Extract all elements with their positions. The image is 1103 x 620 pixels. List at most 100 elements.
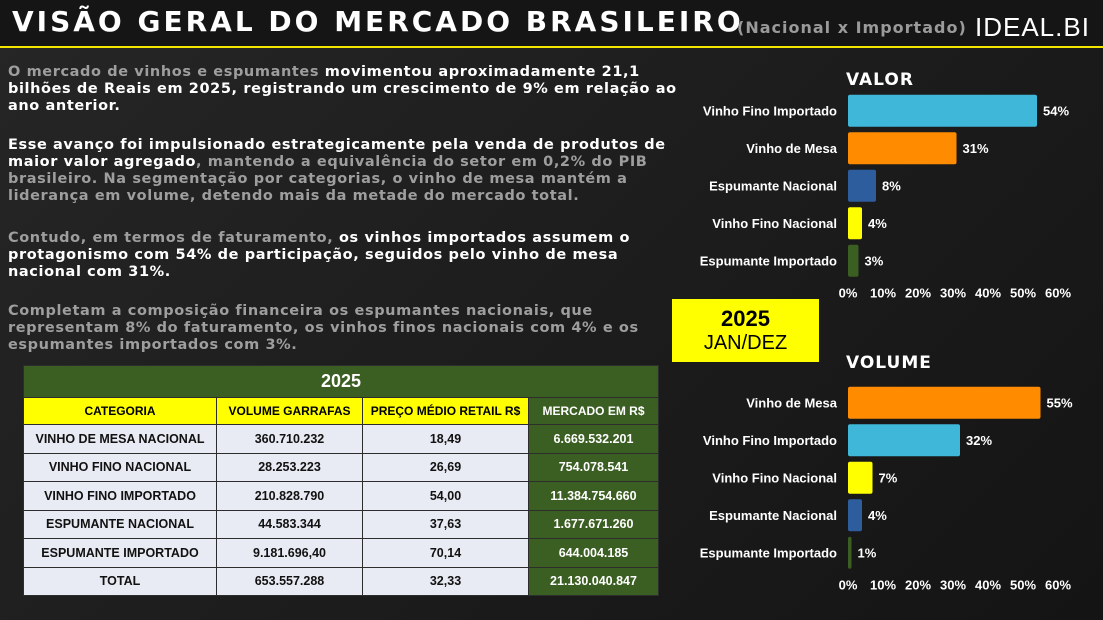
bar [848,499,862,532]
paragraph-4-text: Completam a composição financeira os esp… [8,303,639,353]
x-tick-label: 60% [1045,286,1071,301]
bar [848,424,960,457]
volume-chart-title: VOLUME [846,353,932,373]
paragraph-4: Completam a composição financeira os esp… [8,303,678,354]
data-label: 3% [865,253,884,268]
cell-preco: 18,49 [362,424,529,454]
category-label: Espumante Importado [700,253,837,268]
cell-volume: 653.557.288 [216,566,363,596]
cell-volume: 28.253.223 [216,452,363,482]
x-tick-label: 10% [870,286,896,301]
valor-chart-title: VALOR [846,70,914,90]
cell-mercado: 1.677.671.260 [528,509,659,539]
x-tick-label: 50% [1010,578,1036,593]
cell-categoria: VINHO FINO IMPORTADO [23,481,217,511]
cell-preco: 37,63 [362,509,529,539]
data-label: 55% [1047,395,1073,410]
cell-mercado: 21.130.040.847 [528,566,659,596]
header-preco: PREÇO MÉDIO RETAIL R$ [362,397,529,425]
x-tick-label: 30% [940,286,966,301]
cell-preco: 26,69 [362,452,529,482]
period-box: 2025 JAN/DEZ [672,299,819,362]
category-label: Espumante Nacional [709,178,837,193]
table-caption: 2025 [23,365,659,398]
cell-volume: 44.583.344 [216,509,363,539]
paragraph-2: Esse avanço foi impulsionado estrategica… [8,137,678,205]
paragraph-1-intro: O mercado de vinhos e espumantes [8,64,325,80]
page-subtitle: (Nacional x Importado) [737,18,967,37]
paragraph-2-highlight: Esse avanço foi impulsionado estrategica… [8,137,666,170]
bar [848,386,1041,419]
period-range: JAN/DEZ [703,332,788,354]
data-label: 8% [882,178,901,193]
cell-categoria: VINHO FINO NACIONAL [23,452,217,482]
x-tick-label: 0% [839,578,858,593]
category-label: Vinho de Mesa [746,395,838,410]
category-label: Vinho de Mesa [746,141,838,156]
bar [848,207,862,240]
market-table: 2025 CATEGORIA VOLUME GARRAFAS PREÇO MÉD… [23,365,659,596]
valor-chart: Vinho Fino Importado 54% Vinho de Mesa 31% E… [700,94,1071,301]
cell-mercado: 644.004.185 [528,538,659,568]
cell-volume: 9.181.696,40 [216,538,363,568]
bar [848,169,876,202]
bar [848,94,1037,127]
paragraph-3: Contudo, em termos de faturamento, os vi… [8,230,678,281]
data-label: 32% [966,433,992,448]
table-row: ESPUMANTE NACIONAL 44.583.344 37,63 1.677.6… [23,509,659,539]
data-label: 31% [963,141,989,156]
header-categoria: CATEGORIA [23,397,217,425]
cell-categoria: TOTAL [23,566,217,596]
category-label: Vinho Fino Importado [703,433,837,448]
table-body: VINHO DE MESA NACIONAL 360.710.232 18,49 6.… [23,424,659,596]
data-label: 54% [1043,103,1069,118]
cell-preco: 70,14 [362,538,529,568]
header-volume: VOLUME GARRAFAS [216,397,363,425]
paragraph-3-intro: Contudo, em termos de faturamento, [8,230,339,246]
period-year: 2025 [721,306,770,331]
table-row: TOTAL 653.557.288 32,33 21.130.040.847 [23,566,659,596]
x-tick-label: 30% [940,578,966,593]
table-row: ESPUMANTE IMPORTADO 9.181.696,40 70,14 644.… [23,538,659,568]
data-label: 7% [879,470,898,485]
x-tick-label: 0% [839,286,858,301]
brand-logo: IDEAL.BI [975,12,1090,42]
x-tick-label: 40% [975,286,1001,301]
header-mercado: MERCADO EM R$ [528,397,659,425]
volume-chart: Vinho de Mesa 55% Vinho Fino Importado 32% V… [700,386,1073,593]
x-tick-label: 40% [975,578,1001,593]
x-tick-label: 50% [1010,286,1036,301]
cell-mercado: 6.669.532.201 [528,424,659,454]
category-label: Vinho Fino Importado [703,103,837,118]
cell-volume: 210.828.790 [216,481,363,511]
paragraph-1-highlight: movimentou aproximadamente 21,1 bilhões … [8,64,677,114]
cell-categoria: VINHO DE MESA NACIONAL [23,424,217,454]
category-label: Espumante Importado [700,545,837,560]
cell-preco: 54,00 [362,481,529,511]
table-row: VINHO FINO NACIONAL 28.253.223 26,69 754.07… [23,452,659,482]
x-tick-label: 20% [905,578,931,593]
data-label: 4% [868,508,887,523]
category-label: Vinho Fino Nacional [712,216,837,231]
cell-categoria: ESPUMANTE IMPORTADO [23,538,217,568]
table-row: VINHO FINO IMPORTADO 210.828.790 54,00 11.3… [23,481,659,511]
x-tick-label: 20% [905,286,931,301]
cell-preco: 32,33 [362,566,529,596]
category-label: Vinho Fino Nacional [712,470,837,485]
title-bar: VISÃO GERAL DO MERCADO BRASILEIRO (Nacio… [0,0,1103,48]
data-label: 4% [868,216,887,231]
table-header-row: CATEGORIA VOLUME GARRAFAS PREÇO MÉDIO RE… [23,397,659,425]
table-row: VINHO DE MESA NACIONAL 360.710.232 18,49 6.… [23,424,659,454]
paragraph-2-rest: , mantendo a equivalência do setor em 0,… [8,154,648,204]
x-tick-label: 60% [1045,578,1071,593]
data-label: 1% [858,545,877,560]
bar [848,536,852,569]
cell-mercado: 11.384.754.660 [528,481,659,511]
page-title: VISÃO GERAL DO MERCADO BRASILEIRO [12,5,744,38]
bar [848,461,873,494]
x-tick-label: 10% [870,578,896,593]
category-label: Espumante Nacional [709,508,837,523]
cell-mercado: 754.078.541 [528,452,659,482]
paragraph-3-highlight: os vinhos importados assumem o protagoni… [8,230,631,280]
bar [848,132,957,165]
